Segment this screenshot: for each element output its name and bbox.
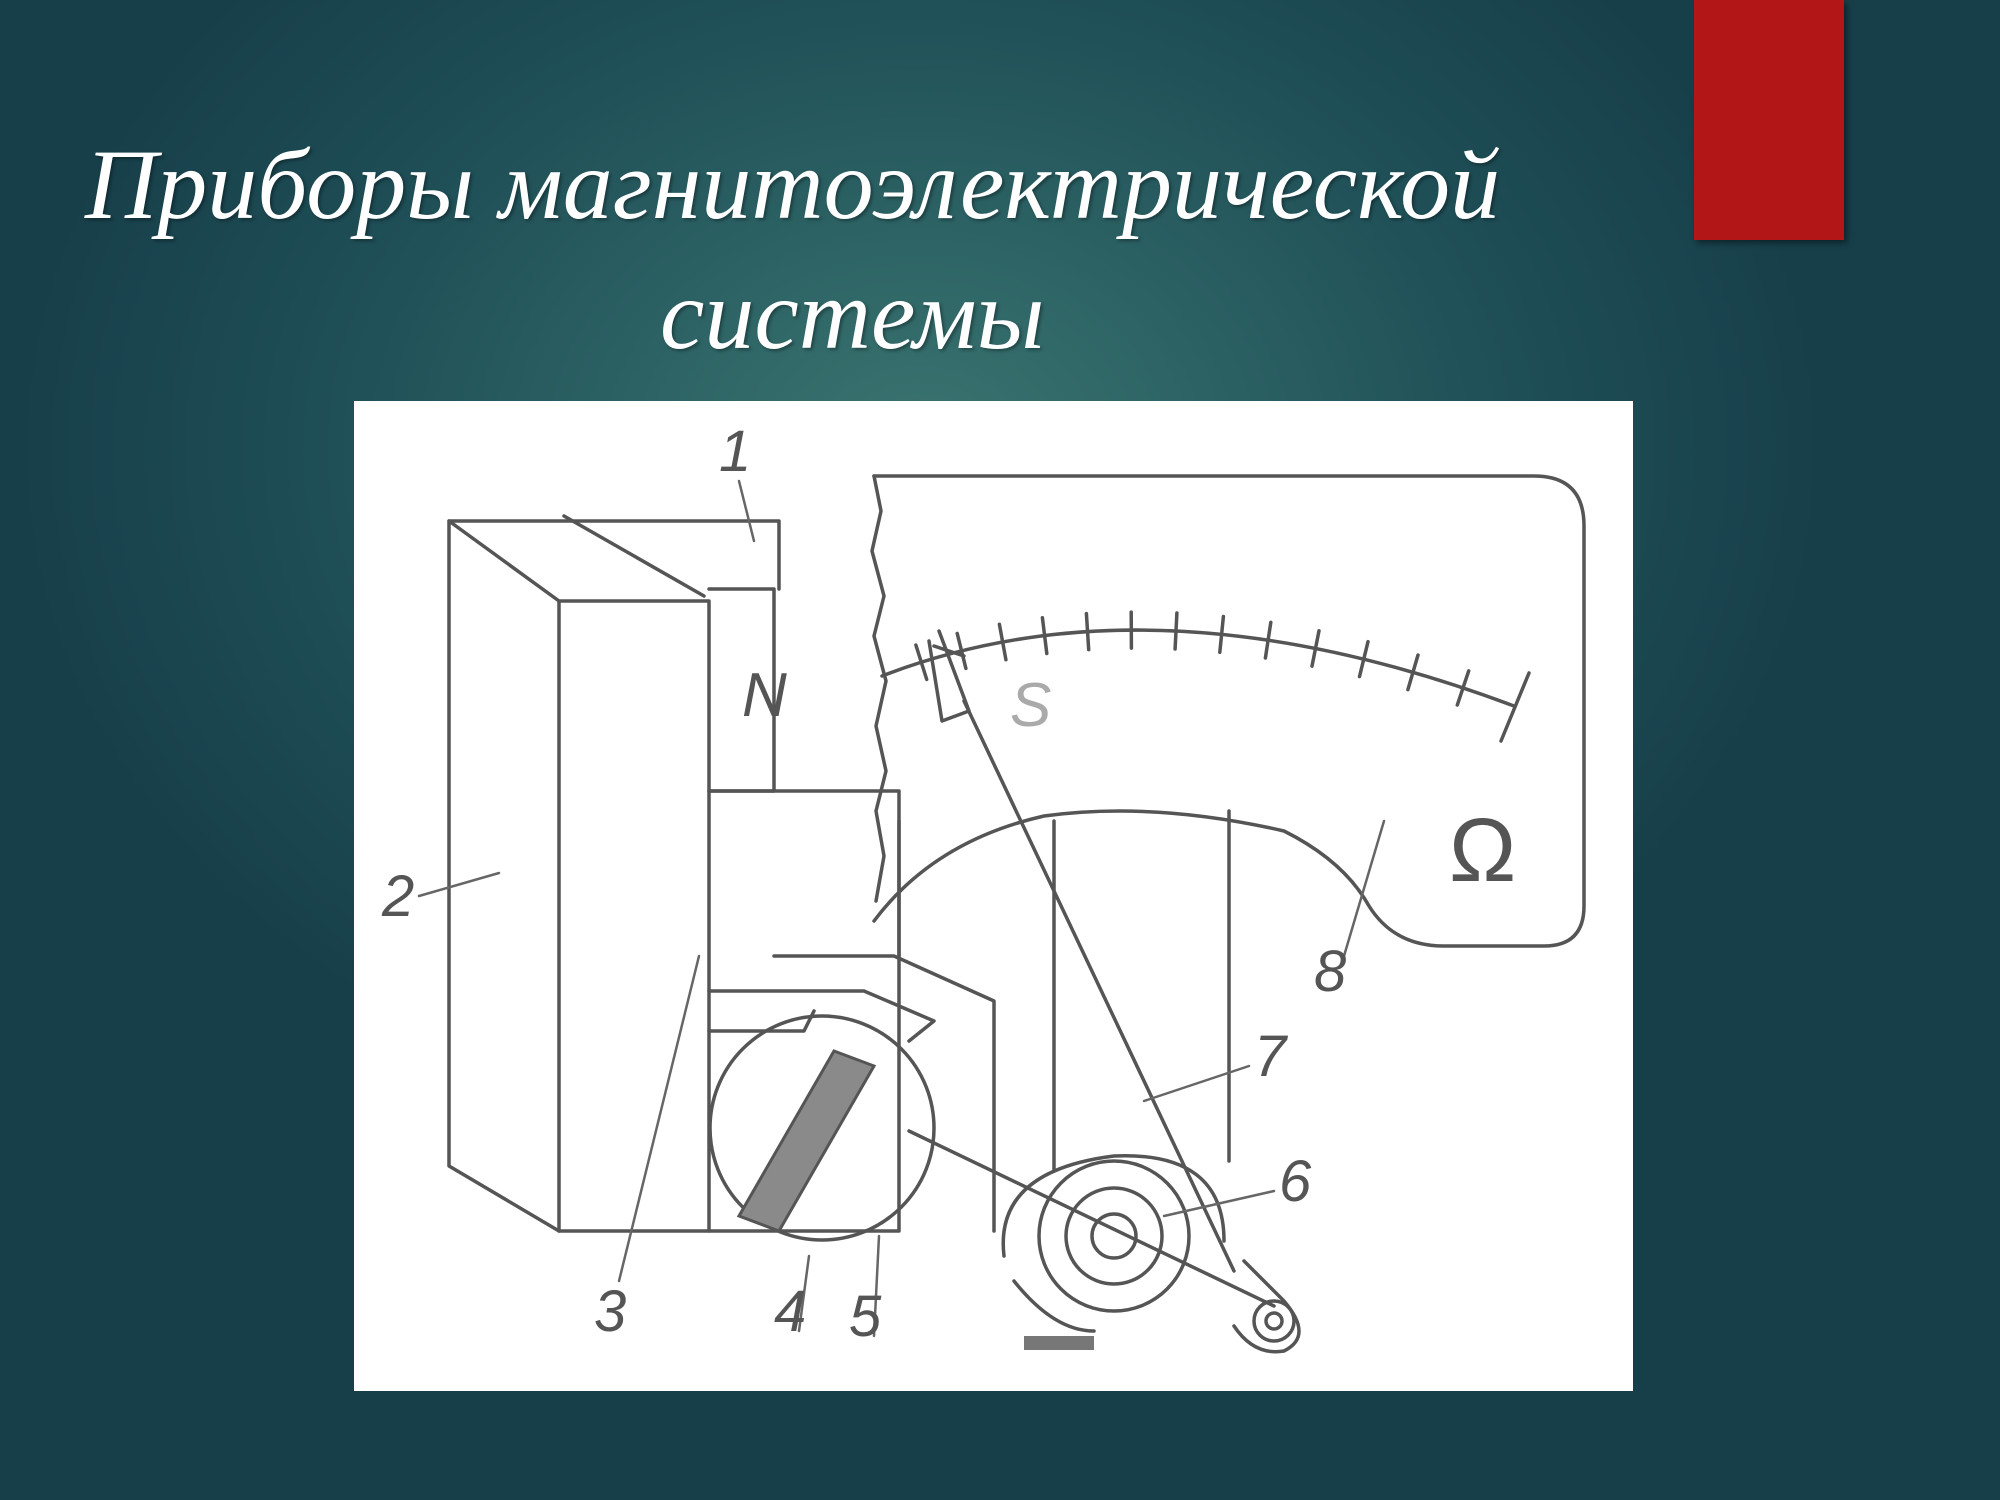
scale-tick [1357,639,1370,679]
core-cylinder [707,809,1231,1242]
north-pole-piece [707,587,901,1233]
scale-tick [1310,629,1321,668]
scale-tick [914,643,929,682]
scale-tick [1455,669,1471,707]
axis-shaft [907,1129,1276,1308]
part-label-5: 5 [849,1284,882,1349]
part-label-2: 2 [381,864,414,929]
scale-tick [1263,620,1273,660]
part-label-7: 7 [1254,1024,1289,1089]
scale-tick [955,631,968,671]
scale-arc [880,610,1531,743]
scale-tick [997,622,1008,662]
scale-tick [1084,611,1091,652]
counterweight [1232,1259,1301,1354]
slide-title: Приборы магнитоэлектрической системы [60,120,1680,380]
instrument-diagram: N S Ω 1 2 3 4 5 6 7 8 [354,401,1633,1391]
accent-bar [1694,0,1844,240]
scale-tick [1173,611,1179,651]
part-label-6: 6 [1279,1149,1312,1214]
title-line-2: системы [660,259,1045,370]
leader-lines [417,479,1386,1338]
title-line-1: Приборы магнитоэлектрической [85,129,1501,240]
scale-tick [1040,615,1049,656]
part-label-8: 8 [1314,939,1346,1004]
scale-tick [1406,653,1420,692]
spiral-spring [1001,1154,1226,1350]
unit-symbol: Ω [1449,801,1516,901]
permanent-magnet [447,514,781,1233]
scale-plate-torn-edge [870,474,888,903]
scale-tick [1218,614,1226,655]
moving-coil [736,1049,877,1233]
part-label-1: 1 [719,419,751,484]
pointer [927,629,1236,1273]
part-label-4: 4 [774,1279,806,1344]
pole-label-south: S [1010,671,1051,740]
part-label-3: 3 [594,1279,626,1344]
pole-label-north: N [742,661,787,730]
